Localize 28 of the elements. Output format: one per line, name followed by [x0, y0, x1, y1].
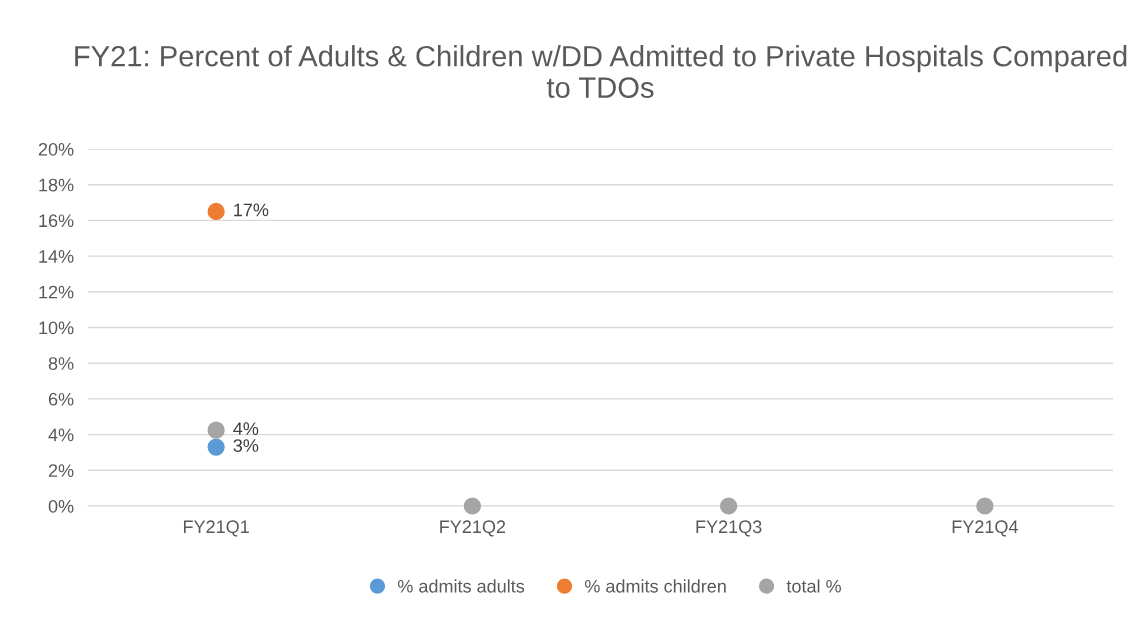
- y-tick-label: 6%: [48, 392, 74, 406]
- x-tick-label: FY21Q4: [952, 520, 1018, 537]
- x-tick-label: FY21Q1: [183, 520, 249, 537]
- chart-title: FY21: Percent of Adults & Children w/DD Admitted to Private Hospitals Compared to TDOs: [75, 45, 1127, 98]
- legend-label: % admits children: [584, 579, 726, 593]
- y-tick-label: 14%: [39, 250, 74, 263]
- x-tick-label: FY21Q2: [440, 520, 506, 537]
- y-tick-label: 0%: [48, 499, 74, 513]
- point: [207, 202, 225, 221]
- point: [463, 497, 481, 515]
- y-tick-label: 16%: [39, 214, 74, 228]
- point: [976, 497, 994, 515]
- y-tick-label: 8%: [48, 357, 74, 370]
- y-tick-label: 4%: [48, 428, 74, 442]
- y-tick-label: 10%: [39, 321, 74, 335]
- data-label: 17%: [234, 203, 269, 217]
- y-tick-label: 18%: [39, 178, 74, 192]
- x-tick-label: FY21Q3: [696, 520, 762, 537]
- y-tick-label: 2%: [48, 464, 74, 477]
- legend-label: total %: [786, 579, 841, 593]
- point: [720, 497, 738, 515]
- data-label: 3%: [233, 439, 259, 452]
- data-label: 4%: [233, 422, 259, 435]
- y-tick-label: 20%: [38, 142, 74, 156]
- legend-label: % admits adults: [397, 579, 525, 593]
- point: [207, 421, 225, 439]
- y-tick-label: 12%: [39, 285, 74, 299]
- point: [207, 438, 225, 456]
